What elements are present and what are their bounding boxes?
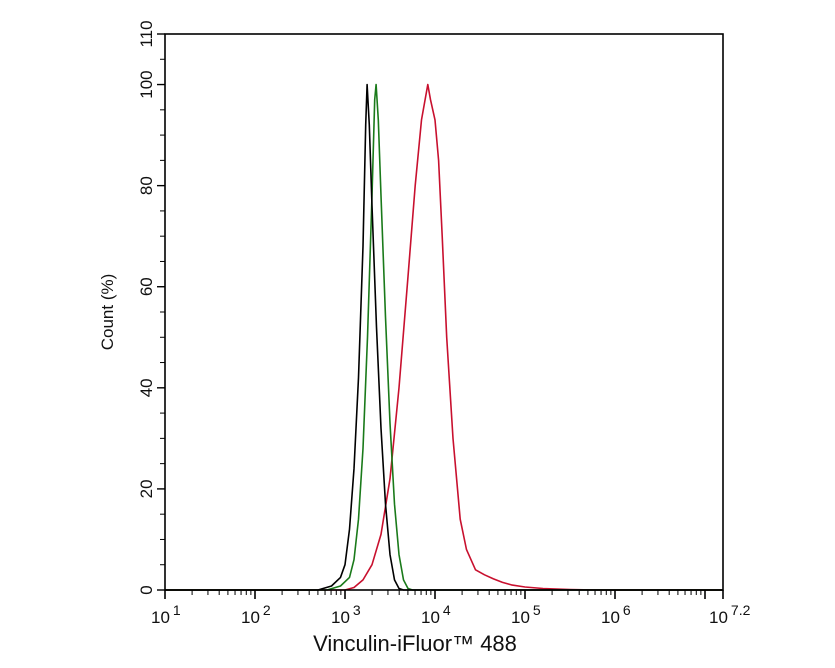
histogram-black-curve	[165, 83, 723, 591]
histogram-red-curve	[165, 83, 723, 591]
plot-frame	[164, 33, 724, 591]
y-tick-label: 80	[137, 176, 156, 195]
x-tick-label: 10 6	[601, 602, 631, 627]
y-tick-label: 0	[137, 585, 156, 594]
y-tick-label: 100	[137, 70, 156, 98]
x-tick-label: 10 5	[511, 602, 541, 627]
x-axis-title: Vinculin-iFluor™ 488	[313, 631, 517, 656]
x-tick-label: 10 7.2	[709, 602, 751, 627]
series-layer	[165, 83, 723, 591]
x-tick-label: 10 2	[241, 602, 271, 627]
y-tick-label: 60	[137, 277, 156, 296]
y-tick-label: 110	[137, 20, 156, 47]
y-axis: 0 20 40 60 80 100 110	[137, 20, 165, 595]
y-axis-title: Count (%)	[98, 274, 117, 351]
y-tick-label: 40	[137, 378, 156, 397]
x-tick-label: 10 1	[151, 602, 181, 627]
x-tick-label: 10 4	[421, 602, 451, 627]
y-tick-label: 20	[137, 479, 156, 498]
histogram-green-curve	[165, 83, 723, 591]
x-tick-label: 10 3	[331, 602, 361, 627]
x-axis: 10 1 10 2 10 3 10 4 10 5 10 6 10 7.2	[151, 590, 751, 627]
